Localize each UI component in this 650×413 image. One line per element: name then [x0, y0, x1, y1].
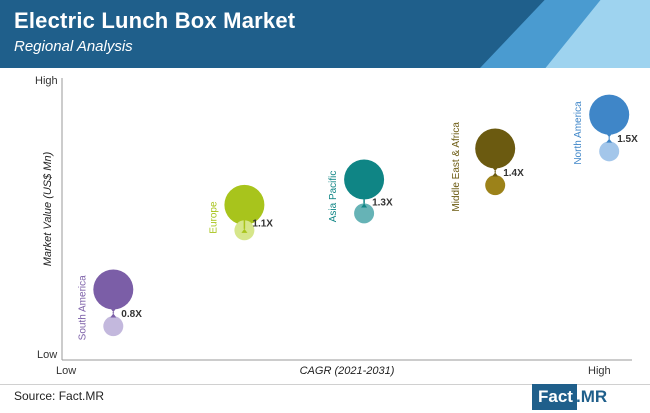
x-tick-high: High	[588, 365, 611, 377]
page-title: Electric Lunch Box Market	[14, 8, 296, 33]
growth-arrowhead-up-4	[606, 138, 613, 143]
multiplier-label-3: 1.4X	[503, 168, 524, 179]
growth-arrowhead-up-2	[361, 203, 368, 208]
growth-arrowhead-up-0	[110, 313, 117, 318]
x-axis-label: CAGR (2021-2031)	[300, 365, 395, 377]
multiplier-label-0: 0.8X	[121, 309, 142, 320]
growth-arrowhead-up-3	[492, 172, 499, 177]
bubble-future-4	[599, 141, 620, 162]
growth-arrowhead-down-3	[492, 167, 499, 172]
multiplier-label-4: 1.5X	[617, 134, 638, 145]
multiplier-label-2: 1.3X	[372, 197, 393, 208]
bubble-current-3	[475, 128, 516, 169]
footer-divider	[0, 384, 650, 385]
y-axis-label: Market Value (US$ Mn)	[42, 151, 54, 266]
growth-arrowhead-up-1	[241, 228, 248, 233]
growth-arrowhead-down-0	[110, 308, 117, 313]
logo-part-fact: Fact	[532, 384, 577, 410]
y-tick-low: Low	[37, 349, 57, 361]
bubble-future-3	[485, 175, 506, 196]
region-label-1: Europe	[208, 201, 219, 234]
factmr-logo: Fact .MR	[532, 384, 642, 410]
page-subtitle: Regional Analysis	[14, 38, 133, 55]
bubble-future-2	[354, 203, 375, 224]
x-tick-low: Low	[56, 365, 76, 377]
region-label-2: Asia Pacific	[328, 171, 339, 223]
growth-arrowhead-down-1	[241, 212, 248, 217]
growth-arrowhead-down-2	[361, 195, 368, 200]
region-label-0: South America	[77, 275, 88, 340]
bubble-chart: High Low Low High CAGR (2021-2031) Market Val…	[35, 75, 638, 377]
multiplier-label-1: 1.1X	[252, 219, 273, 230]
growth-arrowhead-down-4	[606, 133, 613, 138]
bubble-current-2	[344, 159, 385, 200]
bubble-current-1	[224, 184, 265, 225]
header-banner: Electric Lunch Box Market Regional Analy…	[0, 0, 650, 68]
region-label-4: North America	[573, 101, 584, 165]
bubble-current-0	[93, 269, 134, 310]
source-text: Source: Fact.MR	[14, 389, 105, 403]
bubble-future-0	[103, 316, 124, 337]
logo-part-mr: .MR	[576, 387, 608, 406]
bubble-current-4	[589, 94, 630, 135]
y-tick-high: High	[35, 75, 58, 87]
region-label-3: Middle East & Africa	[451, 122, 462, 212]
